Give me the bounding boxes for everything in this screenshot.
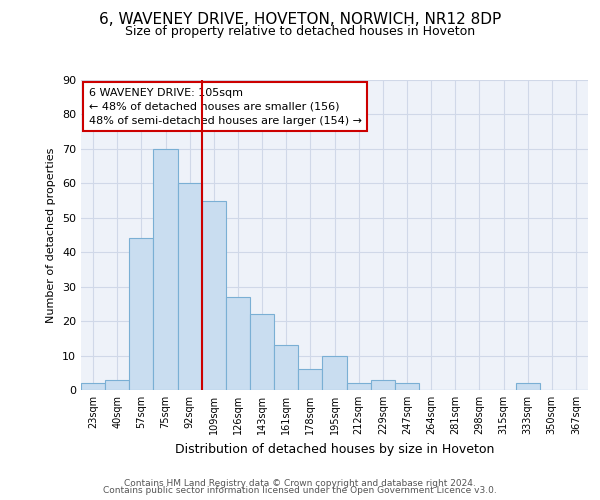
Bar: [202, 200, 226, 390]
Text: Contains public sector information licensed under the Open Government Licence v3: Contains public sector information licen…: [103, 486, 497, 495]
Bar: [322, 356, 347, 390]
Bar: [250, 314, 274, 390]
Bar: [154, 149, 178, 390]
Bar: [371, 380, 395, 390]
Bar: [105, 380, 129, 390]
Text: Size of property relative to detached houses in Hoveton: Size of property relative to detached ho…: [125, 25, 475, 38]
Bar: [395, 383, 419, 390]
Text: 6 WAVENEY DRIVE: 105sqm
← 48% of detached houses are smaller (156)
48% of semi-d: 6 WAVENEY DRIVE: 105sqm ← 48% of detache…: [89, 88, 362, 126]
Text: Contains HM Land Registry data © Crown copyright and database right 2024.: Contains HM Land Registry data © Crown c…: [124, 478, 476, 488]
Bar: [226, 297, 250, 390]
Bar: [515, 383, 540, 390]
Y-axis label: Number of detached properties: Number of detached properties: [46, 148, 56, 322]
Text: 6, WAVENEY DRIVE, HOVETON, NORWICH, NR12 8DP: 6, WAVENEY DRIVE, HOVETON, NORWICH, NR12…: [99, 12, 501, 28]
Bar: [129, 238, 154, 390]
Bar: [347, 383, 371, 390]
Bar: [274, 345, 298, 390]
Bar: [298, 370, 322, 390]
Bar: [81, 383, 105, 390]
Bar: [178, 184, 202, 390]
X-axis label: Distribution of detached houses by size in Hoveton: Distribution of detached houses by size …: [175, 442, 494, 456]
